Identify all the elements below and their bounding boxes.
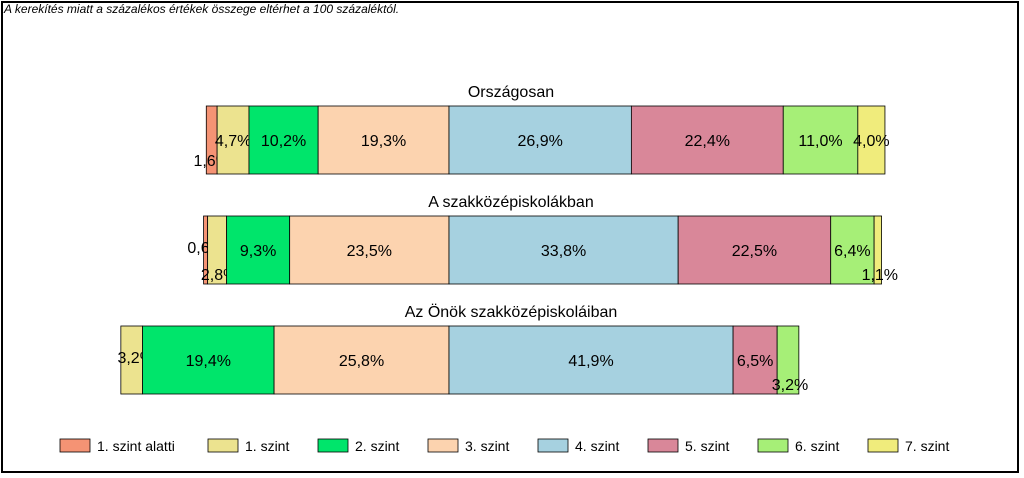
bar-segment-row3-s6 (732, 325, 778, 395)
bar-segment-row1-s2 (216, 105, 250, 175)
data-label-row1-s2: 4,7% (215, 133, 251, 150)
legend-label-7: 6. szint (795, 438, 839, 454)
data-label-row1-s4: 19,3% (361, 133, 406, 150)
bar-segment-row2-s3 (226, 215, 291, 285)
bar-segment-row2-s6 (677, 215, 832, 285)
data-label-row3-s7: 3,2% (772, 377, 808, 394)
data-label-row3-s3: 19,4% (186, 353, 231, 370)
data-label-row1-s3: 10,2% (261, 133, 306, 150)
bar-segment-row2-s8 (873, 215, 882, 285)
bar-segment-row3-s7 (776, 325, 800, 395)
bar-segment-row1-s4 (317, 105, 450, 175)
row-title-1: Országosan (468, 84, 554, 101)
legend-item-8: 7. szint (867, 438, 949, 454)
data-label-row1-s5: 26,9% (518, 133, 563, 150)
bar-segment-row1-s3 (248, 105, 319, 175)
legend-swatch-6 (647, 438, 679, 453)
legend-item-6: 5. szint (647, 438, 729, 454)
legend-item-3: 2. szint (317, 438, 399, 454)
bar-segment-row1-s5 (448, 105, 632, 175)
legend-item-2: 1. szint (207, 438, 289, 454)
data-label-row3-s4: 25,8% (339, 353, 384, 370)
legend-item-5: 4. szint (537, 438, 619, 454)
bar-segment-row2-s5 (448, 215, 679, 285)
legend-label-3: 2. szint (355, 438, 399, 454)
bar-segment-row1-s7 (782, 105, 859, 175)
legend-swatch-8 (867, 438, 899, 453)
legend-label-1: 1. szint alatti (97, 438, 175, 454)
legend-swatch-2 (207, 438, 239, 453)
data-label-row3-s5: 41,9% (568, 353, 613, 370)
data-label-row2-s4: 23,5% (347, 243, 392, 260)
bar-segment-row2-s7 (830, 215, 875, 285)
data-label-row2-s6: 22,5% (732, 243, 777, 260)
legend-item-7: 6. szint (757, 438, 839, 454)
legend-swatch-1 (59, 438, 91, 453)
data-label-row2-s5: 33,8% (541, 243, 586, 260)
legend-item-4: 3. szint (427, 438, 509, 454)
row-title-3: Az Önök szakközépiskoláiban (405, 303, 618, 321)
rounding-note: A kerekítés miatt a százalékos értékek ö… (4, 2, 400, 16)
bar-segment-row3-s5 (448, 325, 734, 395)
bar-segment-row2-s4 (289, 215, 450, 285)
data-label-row1-s8: 4,0% (853, 133, 889, 150)
legend-swatch-4 (427, 438, 459, 453)
data-label-row2-s7: 6,4% (834, 243, 870, 260)
legend-swatch-5 (537, 438, 569, 453)
row-title-2: A szakközépiskolákban (428, 194, 593, 211)
bar-segment-row1-s6 (630, 105, 784, 175)
legend-label-6: 5. szint (685, 438, 729, 454)
data-label-row1-s6: 22,4% (685, 133, 730, 150)
legend-swatch-7 (757, 438, 789, 453)
legend-item-1: 1. szint alatti (59, 438, 175, 454)
data-label-row1-s7: 11,0% (798, 133, 842, 150)
legend-label-8: 7. szint (905, 438, 949, 454)
legend-swatch-3 (317, 438, 349, 453)
bar-segment-row1-s8 (857, 105, 886, 175)
data-label-row2-s3: 9,3% (240, 243, 276, 260)
data-label-row3-s6: 6,5% (737, 353, 773, 370)
legend-label-5: 4. szint (575, 438, 619, 454)
legend-label-4: 3. szint (465, 438, 509, 454)
data-label-row2-s8: 1,1% (862, 267, 898, 284)
bar-segment-row3-s3 (142, 325, 275, 395)
legend-label-2: 1. szint (245, 438, 289, 454)
